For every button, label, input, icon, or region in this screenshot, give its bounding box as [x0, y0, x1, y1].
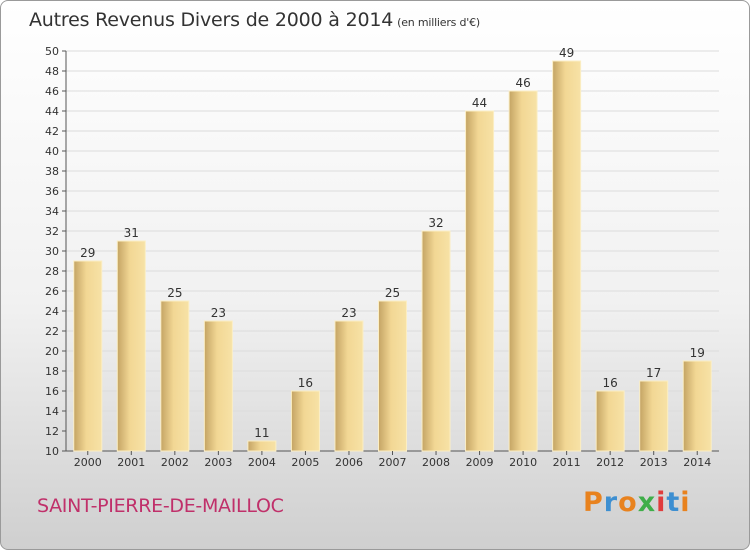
y-tick-label: 18	[45, 365, 59, 378]
y-tick-label: 36	[45, 185, 59, 198]
y-tick-label: 38	[45, 165, 59, 178]
y-tick-label: 16	[45, 385, 59, 398]
proxiti-logo: Proxiti	[583, 487, 691, 518]
bar-value-label: 31	[124, 226, 139, 240]
bar-value-label: 46	[515, 76, 530, 90]
bar-value-label: 25	[385, 286, 400, 300]
y-tick-label: 14	[45, 405, 59, 418]
y-tick-label: 10	[45, 445, 59, 458]
y-tick-label: 24	[45, 305, 59, 318]
y-tick-label: 48	[45, 65, 59, 78]
bar	[290, 390, 320, 452]
x-tick-label: 2013	[640, 456, 668, 469]
bar-value-label: 11	[254, 426, 269, 440]
x-tick-label: 2010	[509, 456, 537, 469]
x-tick-label: 2002	[161, 456, 189, 469]
commune-name: SAINT-PIERRE-DE-MAILLOC	[37, 495, 284, 517]
bar	[639, 380, 669, 452]
y-tick-label: 30	[45, 245, 59, 258]
y-tick-label: 42	[45, 125, 59, 138]
x-tick-label: 2011	[553, 456, 581, 469]
logo-letter: i	[680, 487, 691, 518]
y-tick-label: 20	[45, 345, 59, 358]
bar-value-label: 44	[472, 96, 487, 110]
x-tick-label: 2000	[74, 456, 102, 469]
x-tick-label: 2007	[379, 456, 407, 469]
logo-letter: P	[583, 487, 604, 518]
bar	[552, 60, 582, 452]
y-tick-label: 50	[45, 45, 59, 58]
y-tick-label: 28	[45, 265, 59, 278]
logo-letter: i	[656, 487, 667, 518]
bar	[334, 320, 364, 452]
chart-title: Autres Revenus Divers de 2000 à 2014 (en …	[29, 9, 480, 31]
logo-letter: o	[618, 487, 638, 518]
y-tick-label: 32	[45, 225, 59, 238]
y-tick-label: 46	[45, 85, 59, 98]
bar-value-label: 19	[690, 346, 705, 360]
bar-value-label: 16	[603, 376, 618, 390]
bar	[421, 230, 451, 452]
x-tick-label: 2005	[291, 456, 319, 469]
x-tick-label: 2008	[422, 456, 450, 469]
bar	[73, 260, 103, 452]
title-unit: (en milliers d'€)	[397, 16, 481, 29]
bar-value-label: 17	[646, 366, 661, 380]
bar	[160, 300, 190, 452]
bar	[508, 90, 538, 452]
y-tick-label: 44	[45, 105, 59, 118]
y-tick-label: 22	[45, 325, 59, 338]
logo-letter: r	[603, 487, 619, 518]
x-tick-label: 2006	[335, 456, 363, 469]
y-tick-label: 26	[45, 285, 59, 298]
bar-value-label: 16	[298, 376, 313, 390]
y-tick-label: 40	[45, 145, 59, 158]
bar	[116, 240, 146, 452]
bar	[203, 320, 233, 452]
x-tick-label: 2001	[117, 456, 145, 469]
bar	[682, 360, 712, 452]
x-tick-label: 2009	[466, 456, 494, 469]
bar	[595, 390, 625, 452]
x-tick-label: 2003	[204, 456, 232, 469]
x-tick-label: 2004	[248, 456, 276, 469]
bar-value-label: 29	[80, 246, 95, 260]
y-tick-label: 12	[45, 425, 59, 438]
bars: 29 31 25 23 11 16 23 25 32 44 46 49 16 17 19	[73, 46, 712, 452]
bar-value-label: 23	[341, 306, 356, 320]
title-text: Autres Revenus Divers de 2000 à 2014	[29, 9, 394, 31]
x-tick-label: 2014	[683, 456, 711, 469]
bar	[465, 110, 495, 452]
x-axis: 2000 2001 2002 2003 2004 2005 2006 2007 2008 2009…	[74, 451, 711, 469]
bar	[378, 300, 407, 452]
x-tick-label: 2012	[596, 456, 624, 469]
bar	[247, 440, 277, 452]
bar-value-label: 23	[211, 306, 226, 320]
bar-value-label: 25	[167, 286, 182, 300]
logo-letter: x	[637, 487, 657, 518]
y-tick-label: 34	[45, 205, 59, 218]
logo-letter: t	[666, 487, 681, 518]
bar-value-label: 49	[559, 46, 574, 60]
bar-value-label: 32	[428, 216, 443, 230]
